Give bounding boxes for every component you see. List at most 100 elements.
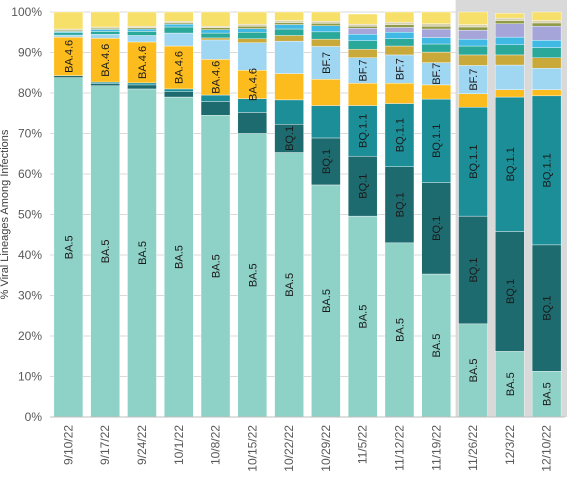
bar-segment [53,11,84,30]
bar-segment [311,31,341,40]
bar-segment [53,77,84,418]
segment-label: BA.5 [431,334,443,358]
bar-segment [311,105,341,139]
bar-segment [384,11,415,23]
segment-label: BQ.1.1 [542,153,554,187]
bar-segment [274,24,304,30]
bar-segment [384,166,415,244]
bar-segment [237,11,268,25]
segment-label: BQ.1.1 [431,124,443,158]
x-tick-label: 12/3/22 [503,425,517,465]
bar-segment [458,93,488,108]
bar-segment [311,38,341,47]
bar-segment [90,34,120,39]
bar-segment [384,24,415,28]
bar-segment [274,35,304,42]
bar-segment [531,40,562,48]
bar-segment [495,13,525,19]
bar-segment [421,84,451,100]
bar-segment [274,40,304,74]
x-tick-label: 10/22/22 [282,425,296,472]
segment-label: BF.7 [431,63,443,85]
bar-segment [127,35,157,43]
bar-segment [164,88,194,92]
bar-segment [311,21,341,24]
segment-label: BF.7 [321,52,333,74]
bar-segment [200,37,231,41]
segment-label: BF.7 [394,58,406,80]
bar-segment [495,44,525,56]
bar-segment [90,11,120,28]
segment-label: BA.5 [542,382,554,406]
bar-segment [495,64,525,90]
bar-segment [495,351,525,418]
bar-segment [531,57,562,69]
bar-segment [127,25,157,28]
bar-segment [347,49,378,58]
segment-label: BA.4.6 [100,44,112,77]
bar-segment [421,28,451,38]
bar-segment [164,23,194,28]
bar-segment [458,45,488,56]
segment-label: BA.5 [358,305,370,329]
bar-segment [384,54,415,84]
x-tick-label: 11/19/22 [429,425,443,471]
bar-segment [347,23,378,27]
bar-segment [531,47,562,58]
x-tick-label: 12/10/22 [540,425,554,472]
y-tick-label: 30% [18,289,42,303]
bar-segment [347,215,378,418]
bar-segment [90,81,120,84]
bar-segment [311,46,341,80]
bar-segment [421,25,451,30]
bar-segment [421,37,451,45]
bar-segment [531,11,562,21]
segment-label: BA.5 [394,318,406,342]
y-tick-label: 90% [18,46,42,60]
segment-label: BA.5 [321,289,333,313]
bar-segment [274,123,304,153]
bar-segment [458,106,488,217]
bar-segment [311,23,341,26]
bar-segment [127,31,157,36]
bar-segment [127,28,157,32]
bar-segment [53,34,84,38]
bar-segment [237,133,268,418]
bar-segment [90,85,120,418]
bar-segment [531,22,562,27]
segment-label: BA.5 [505,372,517,396]
bar-segment [90,29,120,32]
x-tick-label: 10/8/22 [209,425,223,465]
bar-segment [200,39,231,60]
segment-label: BA.4.6 [247,68,259,101]
bar-segment [164,26,194,34]
bar-segment [421,182,451,275]
y-tick-label: 40% [18,248,42,262]
segment-label: BA.5 [247,263,259,287]
bar-segment [531,25,562,41]
segment-label: BQ.1.1 [468,145,480,179]
segment-label: BQ.1 [321,149,333,174]
segment-label: BA.5 [63,235,75,259]
bar-segment [274,73,304,101]
bar-segment [458,11,488,25]
x-tick-label: 9/17/22 [98,425,112,465]
bar-segment [311,79,341,106]
bar-segment [384,83,415,104]
x-tick-label: 10/1/22 [172,425,186,465]
bar-segment [90,31,120,35]
segment-label: BA.5 [284,273,296,297]
bar-segment [531,95,562,246]
segment-label: BA.4.6 [211,61,223,94]
bar-segment [531,20,562,24]
bar-segment [90,38,120,83]
bar-segment [495,231,525,352]
segment-label: BA.5 [211,254,223,278]
segment-label: BQ.1 [542,296,554,321]
bar-segment [200,25,231,28]
bar-segment [458,65,488,95]
bar-segment [274,20,304,23]
segment-label: BA.4.6 [174,51,186,84]
bar-segment [200,11,231,27]
y-axis-title: % Viral Lineages Among Infections [0,129,11,299]
